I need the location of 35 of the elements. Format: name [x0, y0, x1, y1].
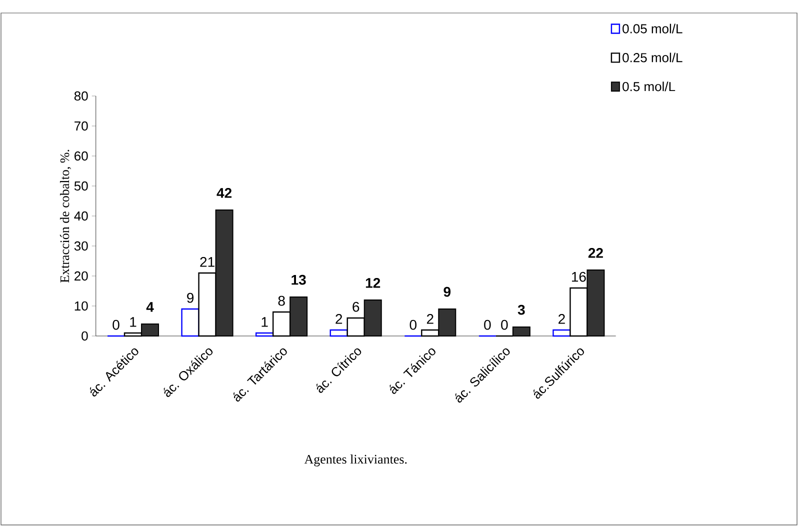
- y-tick-label: 40: [74, 211, 88, 221]
- data-label: 9: [444, 286, 451, 297]
- data-label: 1: [262, 317, 268, 327]
- y-tick-label: 50: [74, 181, 88, 191]
- legend-label: 0.05 mol/L: [622, 24, 682, 34]
- y-tick-label: 20: [74, 271, 88, 281]
- data-label: 12: [366, 278, 380, 288]
- y-tick-label: 30: [74, 241, 88, 251]
- data-label: 2: [426, 314, 434, 324]
- data-label: 22: [588, 248, 603, 258]
- legend-label: 0.25 mol/L: [622, 52, 682, 62]
- y-tick-label: 80: [74, 91, 88, 101]
- data-label: 9: [187, 292, 194, 303]
- y-tick-label: 10: [74, 301, 88, 311]
- data-label: 6: [352, 302, 360, 312]
- data-label: 42: [216, 188, 232, 198]
- data-label: 2: [558, 314, 565, 324]
- y-tick-label: 70: [74, 121, 88, 131]
- y-axis-title: Extracción de cobalto, %.: [60, 150, 72, 283]
- data-label: 8: [278, 296, 285, 306]
- data-label: 21: [200, 257, 214, 267]
- data-label: 16: [572, 272, 586, 282]
- data-label: 0: [410, 320, 416, 330]
- data-label: 0: [501, 320, 508, 330]
- data-label: 4: [146, 302, 154, 312]
- data-label: 3: [518, 304, 525, 315]
- y-tick-label: 0: [82, 331, 88, 341]
- data-label: 0: [112, 320, 120, 330]
- data-label: 0: [484, 320, 491, 330]
- data-label: 1: [130, 317, 136, 327]
- data-label: 2: [336, 314, 342, 324]
- y-tick-label: 60: [74, 151, 88, 161]
- x-axis-title: Agentes lixiviantes.: [304, 454, 407, 466]
- data-label: 13: [292, 274, 306, 285]
- legend-label: 0.5 mol/L: [622, 82, 676, 92]
